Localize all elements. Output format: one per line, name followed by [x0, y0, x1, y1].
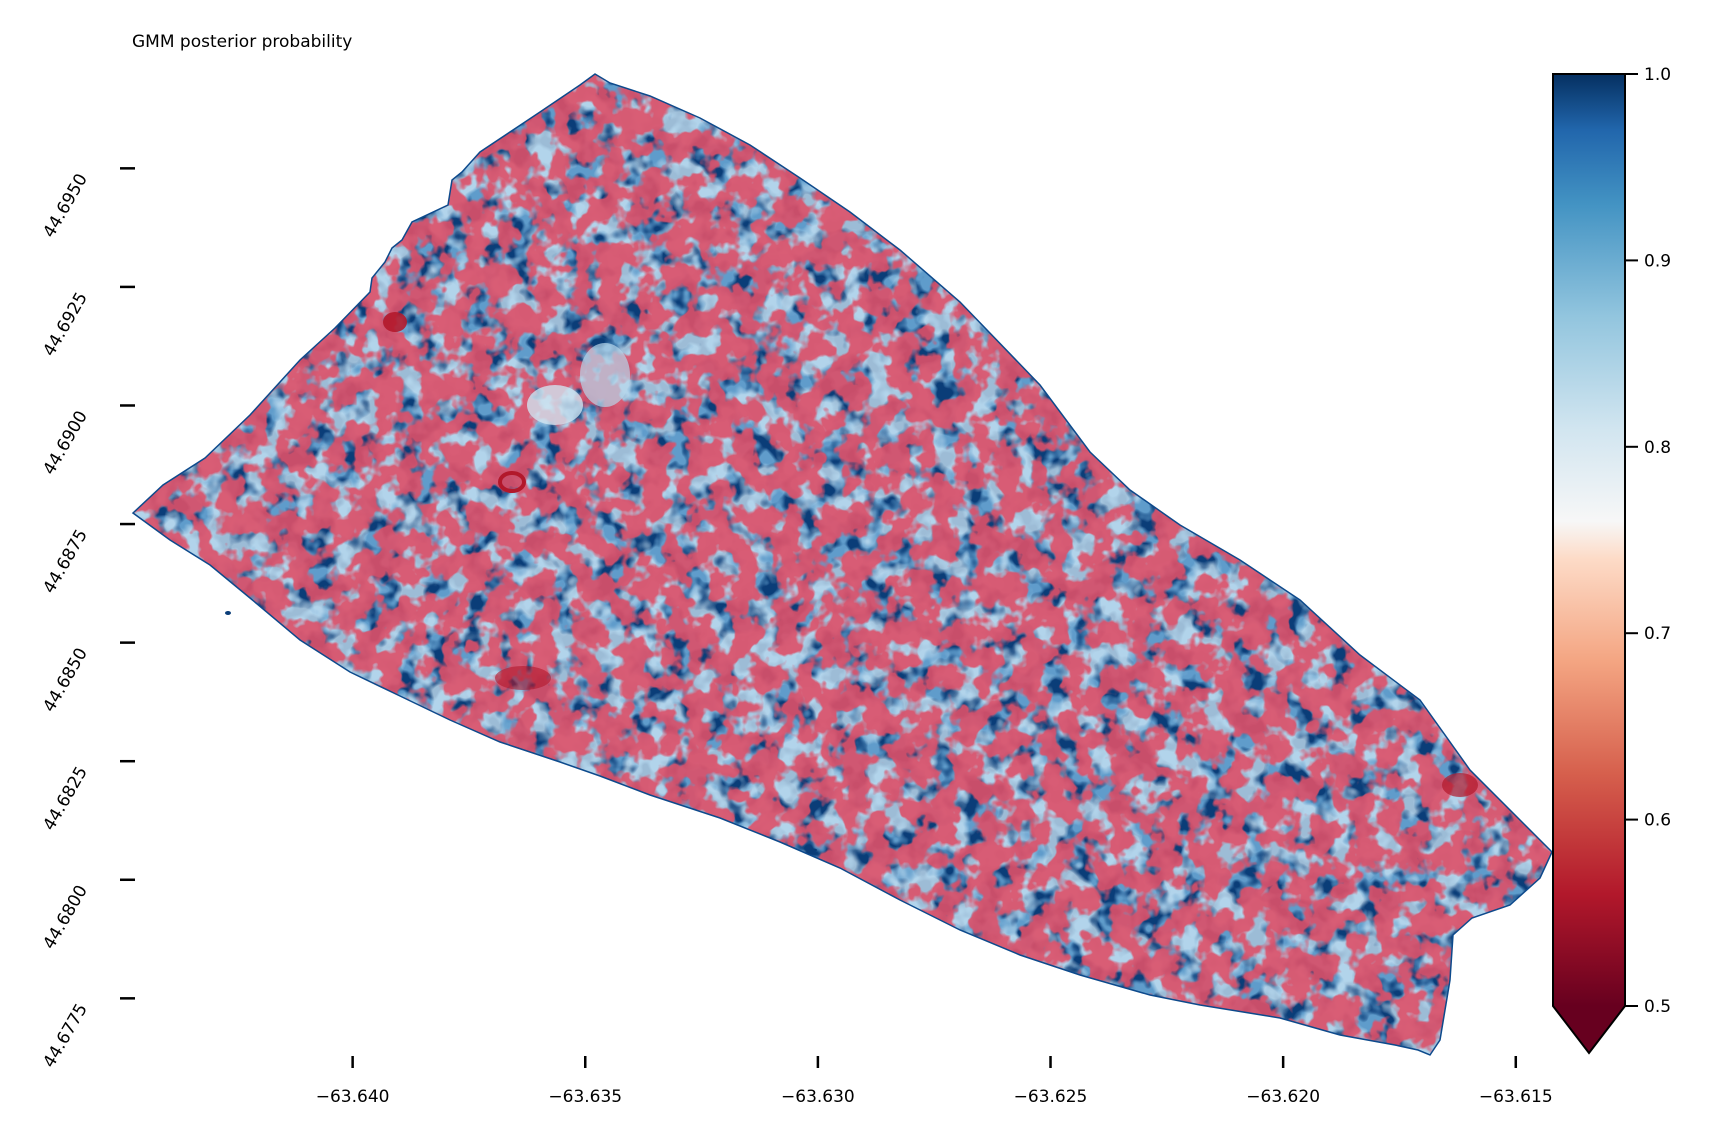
colorbar-tick-label: 0.7 [1644, 624, 1671, 644]
x-tick-label: −63.640 [316, 1087, 390, 1107]
colorbar-gradient [1553, 74, 1625, 1006]
colorbar-tick-label: 0.6 [1644, 811, 1671, 831]
colorbar-tick-label: 0.5 [1644, 997, 1671, 1017]
region-outline [131, 73, 1553, 1056]
light-patch [1442, 773, 1478, 797]
y-tick-label: 44.6950 [39, 170, 91, 241]
small-island [225, 611, 231, 615]
y-tick-label: 44.6825 [39, 763, 91, 834]
colorbar: 0.5 0.6 0.7 0.8 0.9 1.0 [1552, 65, 1671, 1055]
x-axis: −63.640 −63.635 −63.630 −63.625 −63.620 −63.6… [316, 1056, 1553, 1107]
colorbar-outline [1552, 73, 1626, 1055]
y-tick-label: 44.6775 [39, 1000, 91, 1071]
x-tick-label: −63.620 [1246, 1087, 1320, 1107]
light-patch [580, 343, 630, 407]
x-tick-label: −63.615 [1479, 1087, 1553, 1107]
x-tick-label: −63.625 [1014, 1087, 1088, 1107]
small-island [811, 848, 817, 852]
y-tick-label: 44.6900 [39, 408, 91, 479]
colorbar-ticks: 0.5 0.6 0.7 0.8 0.9 1.0 [1625, 65, 1671, 1017]
light-patch [495, 666, 551, 690]
y-tick-label: 44.6800 [39, 882, 91, 953]
chart-title: GMM posterior probability [132, 32, 352, 52]
posterior-raster [133, 74, 1552, 1055]
colorbar-tick-label: 1.0 [1644, 65, 1671, 85]
colorbar-extend-min [1553, 1006, 1625, 1053]
y-tick-label: 44.6850 [39, 645, 91, 716]
light-patch [383, 312, 407, 332]
raster-red-texture [133, 74, 1552, 1055]
light-patch [527, 385, 583, 425]
x-tick-label: −63.630 [781, 1087, 855, 1107]
light-patch [498, 471, 526, 493]
y-tick-label: 44.6925 [39, 289, 91, 360]
colorbar-tick-label: 0.9 [1644, 251, 1671, 271]
y-tick-label: 44.6875 [39, 526, 91, 597]
x-tick-label: −63.635 [548, 1087, 622, 1107]
y-axis: 44.6775 44.6800 44.6825 44.6850 44.6875 44.69… [39, 167, 135, 1071]
colorbar-tick-label: 0.8 [1644, 438, 1671, 458]
